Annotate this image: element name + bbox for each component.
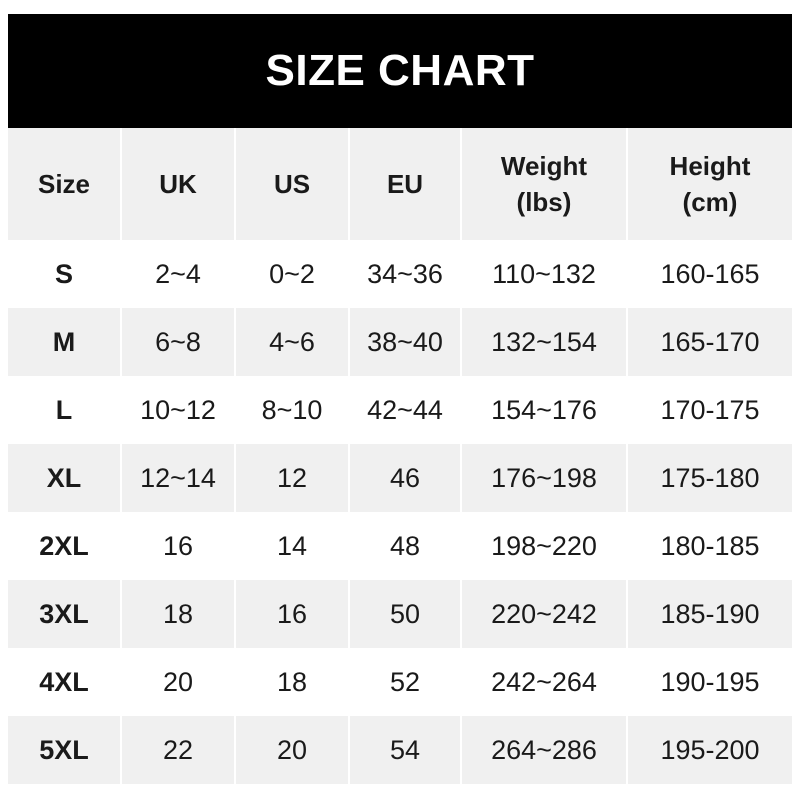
table-cell: 20 xyxy=(236,716,348,784)
table-cell: 160-165 xyxy=(628,240,792,308)
table-cell: 8~10 xyxy=(236,376,348,444)
table-cell: 12~14 xyxy=(122,444,234,512)
table-cell: 180-185 xyxy=(628,512,792,580)
size-cell: M xyxy=(8,308,120,376)
column-header-line: Size xyxy=(37,168,91,199)
column-header: EU xyxy=(350,128,460,240)
column-header-line: US xyxy=(273,168,311,199)
table-cell: 18 xyxy=(122,580,234,648)
size-cell: S xyxy=(8,240,120,308)
table-cell: 46 xyxy=(350,444,460,512)
table-cell: 0~2 xyxy=(236,240,348,308)
table-cell: 34~36 xyxy=(350,240,460,308)
table-row: L 10~12 8~10 42~44 154~176 170-175 xyxy=(8,376,792,444)
table-cell: 14 xyxy=(236,512,348,580)
size-cell: L xyxy=(8,376,120,444)
table-cell: 220~242 xyxy=(462,580,626,648)
table-row: M 6~8 4~6 38~40 132~154 165-170 xyxy=(8,308,792,376)
table-cell: 176~198 xyxy=(462,444,626,512)
column-header-line: EU xyxy=(386,168,424,199)
table-cell: 50 xyxy=(350,580,460,648)
table-cell: 22 xyxy=(122,716,234,784)
table-cell: 4~6 xyxy=(236,308,348,376)
table-cell: 110~132 xyxy=(462,240,626,308)
table-cell: 16 xyxy=(236,580,348,648)
table-cell: 165-170 xyxy=(628,308,792,376)
column-header-line: Height xyxy=(669,150,751,181)
table-row: 4XL 20 18 52 242~264 190-195 xyxy=(8,648,792,716)
column-header: Size xyxy=(8,128,120,240)
table-row: 3XL 18 16 50 220~242 185-190 xyxy=(8,580,792,648)
table-cell: 185-190 xyxy=(628,580,792,648)
column-header-line: Weight xyxy=(500,150,588,181)
column-header: Height (cm) xyxy=(628,128,792,240)
table-cell: 20 xyxy=(122,648,234,716)
column-header: US xyxy=(236,128,348,240)
column-header: Weight (lbs) xyxy=(462,128,626,240)
table-row: XL 12~14 12 46 176~198 175-180 xyxy=(8,444,792,512)
table-cell: 52 xyxy=(350,648,460,716)
table-cell: 16 xyxy=(122,512,234,580)
table-cell: 198~220 xyxy=(462,512,626,580)
table-row: 5XL 22 20 54 264~286 195-200 xyxy=(8,716,792,784)
table-header-row: Size UK US EU Weight (lbs) Height (cm) xyxy=(8,128,792,240)
table-row: 2XL 16 14 48 198~220 180-185 xyxy=(8,512,792,580)
table-cell: 195-200 xyxy=(628,716,792,784)
table-cell: 132~154 xyxy=(462,308,626,376)
table-cell: 10~12 xyxy=(122,376,234,444)
table-cell: 42~44 xyxy=(350,376,460,444)
size-cell: XL xyxy=(8,444,120,512)
table-cell: 48 xyxy=(350,512,460,580)
size-cell: 2XL xyxy=(8,512,120,580)
table-cell: 54 xyxy=(350,716,460,784)
size-cell: 5XL xyxy=(8,716,120,784)
column-header-line: (cm) xyxy=(682,187,738,217)
table-cell: 190-195 xyxy=(628,648,792,716)
column-header-line: UK xyxy=(159,168,197,199)
page-title: SIZE CHART xyxy=(8,14,792,128)
size-cell: 3XL xyxy=(8,580,120,648)
table-cell: 18 xyxy=(236,648,348,716)
table-cell: 154~176 xyxy=(462,376,626,444)
column-header: UK xyxy=(122,128,234,240)
size-cell: 4XL xyxy=(8,648,120,716)
table-cell: 2~4 xyxy=(122,240,234,308)
table-cell: 12 xyxy=(236,444,348,512)
table-cell: 175-180 xyxy=(628,444,792,512)
table-cell: 170-175 xyxy=(628,376,792,444)
column-header-line: (lbs) xyxy=(516,187,572,217)
table-row: S 2~4 0~2 34~36 110~132 160-165 xyxy=(8,240,792,308)
size-chart-table: Size UK US EU Weight (lbs) Height (cm) S 2~4 0~2 3… xyxy=(6,128,794,784)
table-cell: 6~8 xyxy=(122,308,234,376)
table-cell: 264~286 xyxy=(462,716,626,784)
table-cell: 242~264 xyxy=(462,648,626,716)
table-cell: 38~40 xyxy=(350,308,460,376)
